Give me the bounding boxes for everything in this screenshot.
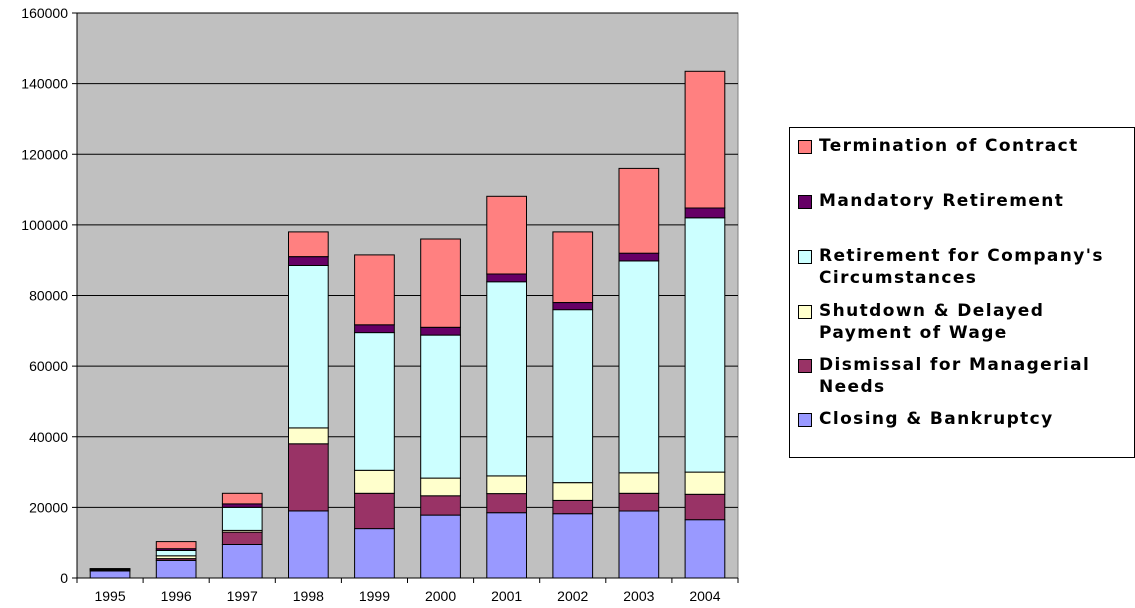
y-tick-label: 140000 — [21, 76, 68, 92]
legend-item-termination-of-contract: Termination of Contract — [798, 135, 1135, 157]
bar-segment — [618, 510, 660, 579]
legend-swatch — [798, 413, 812, 427]
bar-segment — [221, 506, 263, 531]
bar-segment — [552, 302, 594, 311]
y-tick-label: 100000 — [21, 217, 68, 233]
bar-segment — [155, 541, 197, 550]
bar-segment — [684, 70, 726, 209]
legend-swatch — [798, 250, 812, 264]
x-tick-label: 2003 — [623, 588, 654, 604]
bar-segment — [486, 475, 527, 495]
bar-segment — [221, 531, 263, 545]
legend-label: Termination of Contract — [819, 136, 1079, 156]
bar-segment — [552, 513, 594, 579]
legend-swatch — [798, 140, 812, 154]
bar-segment — [288, 256, 329, 267]
bar-segment — [221, 492, 263, 505]
bar-segment — [486, 512, 527, 579]
legend-swatch — [798, 359, 812, 373]
legend-item-dismissal-managerial-needs: Dismissal for Managerial Needs — [798, 354, 1135, 398]
legend-label: Mandatory Retirement — [819, 191, 1065, 211]
y-tick-label: 0 — [60, 570, 68, 586]
bar-segment — [288, 427, 329, 445]
y-tick-label: 160000 — [21, 5, 68, 21]
y-tick-label: 60000 — [29, 358, 68, 374]
bar-segment — [420, 477, 461, 497]
legend-item-closing-bankruptcy: Closing & Bankruptcy — [798, 408, 1135, 430]
bar-segment — [155, 559, 197, 579]
bar-segment — [618, 492, 660, 512]
x-tick-label: 2001 — [491, 588, 522, 604]
bar-segment — [486, 195, 527, 275]
bar-segment — [618, 252, 660, 262]
bar-segment — [618, 260, 660, 474]
bar-segment — [221, 544, 263, 579]
legend-label: Dismissal for Managerial Needs — [819, 355, 1091, 397]
legend-item-mandatory-retirement: Mandatory Retirement — [798, 190, 1135, 212]
bar-segment — [684, 471, 726, 495]
legend-swatch — [798, 305, 812, 319]
bar-segment — [684, 217, 726, 473]
bar-segment — [420, 238, 461, 328]
x-tick-label: 2000 — [425, 588, 456, 604]
y-tick-labels: 0 20000 40000 60000 80000 100000 120000 140000 1… — [21, 5, 77, 586]
bar-segment — [89, 570, 131, 579]
x-tick-label: 2004 — [689, 588, 720, 604]
bar-segment — [486, 493, 527, 514]
bar-segment — [420, 514, 461, 579]
bar-segment — [288, 265, 329, 429]
y-tick-label: 40000 — [29, 429, 68, 445]
bar-segment — [420, 326, 461, 336]
bar-segment — [552, 309, 594, 484]
bar-segment — [552, 482, 594, 501]
bar-segment — [354, 469, 395, 494]
bar-segment — [354, 332, 395, 471]
y-tick-label: 20000 — [29, 499, 68, 515]
legend-item-shutdown-delayed-payment: Shutdown & Delayed Payment of Wage — [798, 300, 1135, 344]
y-tick-label: 80000 — [29, 288, 68, 304]
bar-segment — [486, 281, 527, 477]
bar-segment — [288, 231, 329, 258]
x-tick-labels: 1995 1996 1997 1998 1999 2000 2001 2002 2003 2004 — [76, 578, 739, 604]
x-tick-label: 1998 — [293, 588, 324, 604]
legend-item-retirement-for-company: Retirement for Company's Circumstances — [798, 245, 1135, 289]
legend-label: Retirement for Company's Circumstances — [819, 246, 1104, 288]
bar-segment — [420, 495, 461, 516]
bar-segment — [618, 472, 660, 494]
bar-segment — [552, 499, 594, 515]
legend-label: Shutdown & Delayed Payment of Wage — [819, 301, 1045, 343]
x-tick-label: 1995 — [94, 588, 125, 604]
y-tick-label: 120000 — [21, 146, 68, 162]
bar-segment — [354, 492, 395, 530]
bar-segment — [354, 254, 395, 326]
bar-segment — [486, 273, 527, 283]
bar-stacks — [89, 70, 726, 579]
bar-segment — [684, 493, 726, 521]
x-tick-label: 1999 — [359, 588, 390, 604]
bar-segment — [618, 167, 660, 254]
bar-segment — [288, 443, 329, 512]
x-tick-label: 1997 — [227, 588, 258, 604]
bar-segment — [420, 334, 461, 479]
bar-segment — [684, 519, 726, 579]
bar-segment — [354, 324, 395, 334]
bar-segment — [288, 510, 329, 579]
bar-segment — [552, 231, 594, 303]
x-tick-label: 2002 — [557, 588, 588, 604]
legend: Termination of Contract Mandatory Retire… — [789, 127, 1135, 458]
bar-segment — [155, 550, 197, 557]
x-tick-label: 1996 — [161, 588, 192, 604]
legend-swatch — [798, 195, 812, 209]
legend-label: Closing & Bankruptcy — [819, 409, 1054, 429]
bar-segment — [354, 528, 395, 579]
bar-segment — [684, 207, 726, 219]
